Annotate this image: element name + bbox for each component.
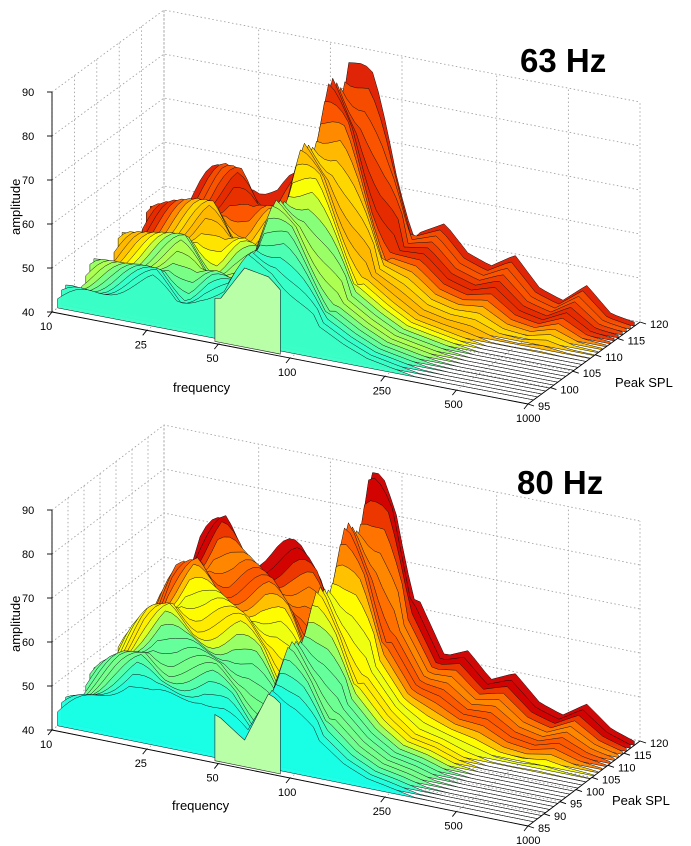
y-tick-label: 115 (634, 750, 652, 762)
y-tick-mark (623, 752, 631, 756)
x-tick-mark (452, 811, 457, 817)
x-tick-mark (380, 796, 386, 803)
x-tick-label: 1000 (516, 835, 540, 846)
z-tick-label: 70 (22, 593, 34, 605)
x-tick-label: 500 (444, 399, 462, 411)
x-axis-label: frequency (172, 798, 230, 813)
z-tick-label: 40 (22, 725, 34, 737)
y-gridline (99, 473, 577, 790)
waterfall-slice (57, 686, 534, 823)
y-tick-label: 100 (586, 787, 604, 799)
x-tick-mark (452, 389, 457, 396)
z-tick-label: 50 (22, 263, 34, 275)
y-tick-mark (527, 403, 535, 407)
x-axis-label: frequency (173, 380, 231, 395)
y-tick-mark (591, 777, 599, 780)
x-gridline (146, 28, 260, 331)
x-tick-mark (380, 376, 386, 382)
x-tick-label: 100 (278, 787, 296, 799)
y-tick-label: 105 (602, 774, 620, 786)
x-tick-mark (142, 330, 148, 336)
y-tick-label: 120 (650, 738, 668, 750)
y-tick-label: 95 (538, 401, 550, 413)
x-tick-label: 500 (444, 821, 462, 833)
x-tick-label: 25 (135, 339, 147, 351)
x-tick-label: 25 (135, 758, 147, 770)
chart-title: 63 Hz (520, 42, 606, 79)
y-tick-mark (559, 801, 567, 805)
z-tick-label: 90 (22, 87, 34, 99)
y-tick-mark (639, 321, 647, 325)
chart-title: 80 Hz (517, 464, 603, 501)
x-tick-mark (285, 357, 291, 364)
z-tick-label: 60 (22, 637, 34, 649)
z-tick-label: 70 (22, 175, 34, 187)
x-tick-label: 250 (373, 385, 391, 397)
y-tick-mark (595, 354, 602, 358)
x-tick-mark (47, 311, 53, 318)
x-tick-mark (142, 748, 148, 755)
x-tick-label: 10 (40, 321, 52, 333)
y-axis-label: Peak SPL (615, 375, 673, 390)
y-tick-label: 110 (605, 352, 623, 364)
waterfall-slice (57, 254, 534, 401)
z-tick-label: 90 (22, 505, 34, 517)
panel-63hz: 63 Hz amplitude frequency Peak SPL 40 50 6… (8, 9, 673, 425)
y-tick-mark (550, 387, 557, 391)
y-tick-label: 110 (618, 762, 636, 774)
x-tick-label: 50 (206, 773, 218, 785)
y-gridline (118, 42, 596, 356)
y-tick-label: 95 (570, 799, 582, 811)
x-tick-mark (523, 403, 529, 410)
x-gridline (456, 88, 569, 391)
x-tick-mark (214, 343, 219, 350)
y-tick-label: 115 (628, 335, 646, 347)
x-tick-label: 10 (40, 739, 52, 751)
x-tick-mark (523, 825, 529, 832)
waterfall-slice (142, 77, 619, 339)
y-tick-label: 85 (538, 823, 550, 835)
x-tick-mark (47, 729, 53, 736)
front-fill-band (214, 267, 281, 355)
x-tick-label: 100 (278, 367, 296, 379)
y-axis-line (527, 740, 641, 827)
x-gridline (527, 102, 641, 405)
z-tick-label: 50 (22, 681, 34, 693)
y-tick-mark (543, 813, 551, 817)
z-tick-label: 80 (22, 549, 34, 561)
panel-80hz: 80 Hz amplitude frequency Peak SPL 40 50 6… (8, 424, 670, 846)
y-tick-mark (572, 370, 579, 374)
front-fill-band (214, 693, 281, 775)
x-gridline (527, 521, 641, 827)
y-tick-mark (617, 337, 624, 341)
y-tick-label: 120 (650, 319, 668, 331)
y-tick-mark (607, 764, 615, 768)
y-tick-label: 100 (560, 385, 578, 397)
y-gridline (67, 497, 545, 815)
z-axis-label: amplitude (8, 179, 23, 235)
x-tick-mark (214, 763, 219, 769)
y-tick-label: 105 (583, 368, 601, 380)
x-tick-mark (285, 777, 291, 784)
y-tick-mark (527, 825, 535, 829)
z-axis-label: amplitude (8, 596, 23, 652)
x-tick-label: 250 (373, 806, 391, 818)
y-axis-label: Peak SPL (612, 793, 670, 808)
y-tick-mark (639, 740, 647, 744)
z-tick-label: 60 (22, 219, 34, 231)
y-tick-label: 90 (554, 811, 566, 823)
x-tick-label: 50 (206, 353, 218, 365)
z-tick-label: 80 (22, 131, 34, 143)
x-tick-label: 1000 (516, 413, 540, 425)
z-tick-label: 40 (22, 307, 34, 319)
x-gridline (384, 74, 498, 377)
x-gridline (289, 56, 403, 359)
y-axis-line (527, 321, 641, 405)
y-tick-mark (575, 789, 583, 792)
